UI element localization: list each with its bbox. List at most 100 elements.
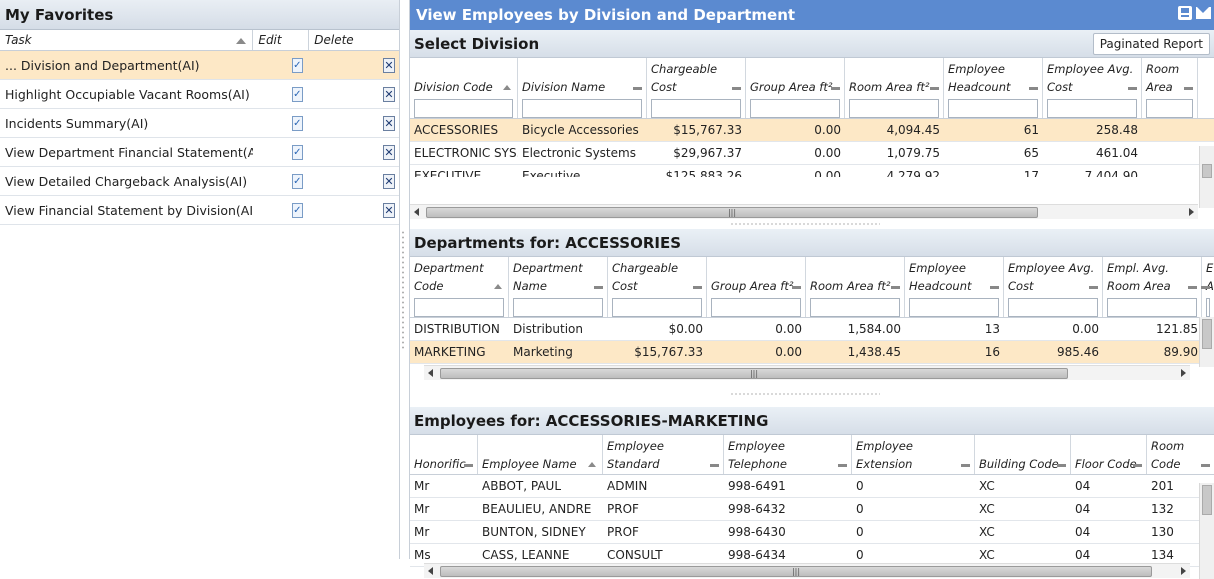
delete-x-icon[interactable]: ✕	[383, 86, 395, 102]
edit-check-icon[interactable]: ✓	[291, 57, 303, 73]
sort-ascending-icon[interactable]	[494, 284, 502, 289]
column-header[interactable]: Honorific	[410, 435, 478, 474]
scroll-thumb[interactable]: |||	[440, 566, 1152, 577]
column-header-task[interactable]: Task	[0, 30, 254, 50]
favorite-item-label[interactable]: View Department Financial Statement(AI)	[5, 144, 254, 160]
column-menu-icon[interactable]	[693, 286, 702, 289]
delete-x-icon[interactable]: ✕	[383, 115, 395, 131]
column-header[interactable]: Employee Avg. Cost	[1004, 257, 1103, 317]
column-header[interactable]: Employee Extension	[852, 435, 975, 474]
column-filter-input[interactable]	[1146, 99, 1193, 118]
column-filter-input[interactable]	[849, 99, 939, 118]
scroll-thumb[interactable]: |||	[440, 368, 1068, 379]
column-menu-icon[interactable]	[891, 286, 900, 289]
column-header[interactable]: Room Code	[1147, 435, 1214, 474]
employees-vertical-scrollbar[interactable]	[1199, 483, 1214, 579]
scroll-thumb[interactable]: |||	[426, 207, 1038, 218]
column-filter-input[interactable]	[513, 298, 603, 317]
mail-icon[interactable]	[1196, 7, 1211, 19]
column-header[interactable]: Employee Name	[478, 435, 603, 474]
print-icon[interactable]	[1178, 6, 1192, 20]
column-filter-input[interactable]	[1047, 99, 1137, 118]
column-header[interactable]: Employee Avg. Cost	[1043, 58, 1142, 118]
column-menu-icon[interactable]	[961, 464, 970, 467]
division-horizontal-scrollbar[interactable]: |||	[410, 204, 1198, 219]
column-menu-icon[interactable]	[792, 286, 801, 289]
column-menu-icon[interactable]	[831, 87, 840, 90]
column-menu-icon[interactable]	[710, 464, 719, 467]
column-header[interactable]: Room Area ft²	[845, 58, 944, 118]
column-menu-icon[interactable]	[594, 286, 603, 289]
favorite-item[interactable]: View Department Financial Statement(AI) ✓…	[0, 138, 399, 167]
column-header[interactable]: Group Area ft²	[707, 257, 806, 317]
column-filter-input[interactable]	[810, 298, 900, 317]
scroll-thumb[interactable]	[1202, 319, 1212, 349]
column-menu-icon[interactable]	[1089, 286, 1098, 289]
table-row[interactable]: ACCESSORIES Bicycle Accessories $15,767.33…	[410, 119, 1214, 142]
scroll-thumb[interactable]	[1202, 485, 1212, 515]
column-menu-icon[interactable]	[1201, 464, 1210, 467]
column-menu-icon[interactable]	[990, 286, 999, 289]
section-splitter[interactable]	[410, 391, 1214, 399]
division-vertical-scrollbar[interactable]	[1199, 146, 1214, 208]
column-filter-input[interactable]	[750, 99, 840, 118]
employees-horizontal-scrollbar[interactable]: |||	[424, 563, 1190, 578]
scroll-right-icon[interactable]	[1181, 369, 1186, 377]
section-splitter[interactable]	[410, 221, 1214, 229]
edit-check-icon[interactable]: ✓	[291, 202, 303, 218]
column-filter-input[interactable]	[414, 298, 504, 317]
scroll-left-icon[interactable]	[428, 567, 433, 575]
edit-check-icon[interactable]: ✓	[291, 144, 303, 160]
table-row[interactable]: Mr BEAULIEU, ANDRE PROF 998-6432 0 XC 04 132	[410, 498, 1214, 521]
column-menu-icon[interactable]	[1184, 87, 1193, 90]
delete-x-icon[interactable]: ✕	[383, 144, 395, 160]
column-menu-icon[interactable]	[1029, 87, 1038, 90]
scroll-left-icon[interactable]	[428, 369, 433, 377]
departments-vertical-scrollbar[interactable]	[1199, 317, 1214, 367]
column-filter-input[interactable]	[1008, 298, 1098, 317]
edit-check-icon[interactable]: ✓	[291, 173, 303, 189]
column-filter-input[interactable]	[711, 298, 801, 317]
column-menu-icon[interactable]	[1188, 286, 1197, 289]
favorite-item-label[interactable]: Incidents Summary(AI)	[5, 115, 149, 131]
column-menu-icon[interactable]	[732, 87, 741, 90]
column-header[interactable]: Division Name	[518, 58, 647, 118]
column-header[interactable]: Department Code	[410, 257, 509, 317]
column-menu-icon[interactable]	[838, 464, 847, 467]
favorite-item-label[interactable]: View Detailed Chargeback Analysis(AI)	[5, 173, 248, 189]
column-filter-input[interactable]	[909, 298, 999, 317]
column-menu-icon[interactable]	[1201, 286, 1210, 289]
column-filter-input[interactable]	[414, 99, 513, 118]
column-header[interactable]: Empl. Avg. Room Area	[1142, 58, 1198, 118]
column-header[interactable]: E A	[1201, 257, 1214, 317]
paginated-report-button[interactable]: Paginated Report	[1092, 33, 1210, 55]
column-header[interactable]: Employee Headcount	[905, 257, 1004, 317]
column-filter-input[interactable]	[1206, 298, 1210, 317]
column-header[interactable]: Group Area ft²	[746, 58, 845, 118]
delete-x-icon[interactable]: ✕	[383, 57, 395, 73]
departments-horizontal-scrollbar[interactable]: |||	[424, 365, 1190, 380]
column-header[interactable]: Employee Telephone	[724, 435, 852, 474]
scroll-thumb[interactable]	[1202, 164, 1212, 178]
table-row[interactable]: EXECUTIVE Executive $125,883.26 0.00 4,279.9…	[410, 165, 1214, 177]
column-header[interactable]: Chargeable Cost	[647, 58, 746, 118]
column-header[interactable]: Building Code	[975, 435, 1071, 474]
column-header[interactable]: Empl. Avg. Room Area	[1103, 257, 1202, 317]
scroll-right-icon[interactable]	[1189, 208, 1194, 216]
sort-ascending-icon[interactable]	[503, 85, 511, 90]
favorite-item[interactable]: Highlight Occupiable Vacant Rooms(AI) ✓ ✕	[0, 80, 399, 109]
column-menu-icon[interactable]	[1128, 87, 1137, 90]
panel-resize-handle[interactable]	[401, 230, 405, 350]
delete-x-icon[interactable]: ✕	[383, 173, 395, 189]
column-header[interactable]: Employee Headcount	[944, 58, 1043, 118]
column-filter-input[interactable]	[522, 99, 642, 118]
scroll-right-icon[interactable]	[1181, 567, 1186, 575]
favorite-item-label[interactable]: Highlight Occupiable Vacant Rooms(AI)	[5, 86, 250, 102]
favorite-item[interactable]: ... Division and Department(AI) ✓ ✕	[0, 51, 399, 80]
column-menu-icon[interactable]	[464, 464, 473, 467]
column-header[interactable]: Room Area ft²	[806, 257, 905, 317]
favorite-item-label[interactable]: View Financial Statement by Division(AI)	[5, 202, 254, 218]
favorite-item[interactable]: View Financial Statement by Division(AI)…	[0, 196, 399, 225]
table-row[interactable]: MARKETING Marketing $15,767.33 0.00 1,438.45…	[410, 341, 1214, 364]
edit-check-icon[interactable]: ✓	[291, 115, 303, 131]
